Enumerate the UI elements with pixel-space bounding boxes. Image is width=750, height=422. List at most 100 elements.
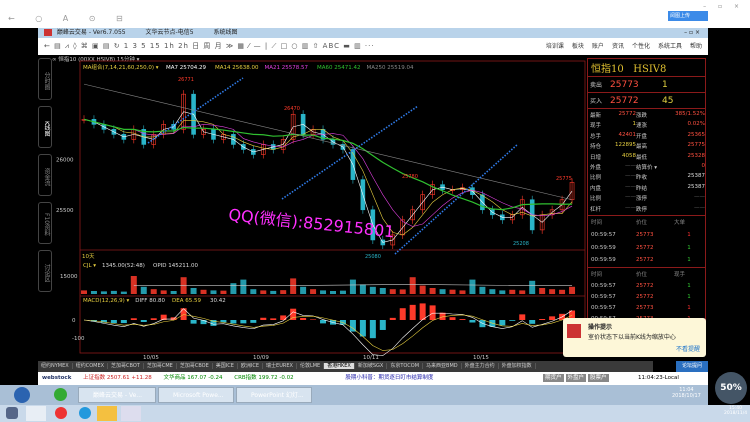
volume-bar (120, 291, 127, 294)
side-tab-f10[interactable]: F10资料 (38, 202, 52, 244)
opid-value: OPID 145211.00 (153, 263, 198, 269)
tip-ticker[interactable]: 股期小科普：期货逐日盯市结算制度 (345, 375, 434, 381)
macd-bar (160, 314, 167, 320)
menu-personalize[interactable]: 个性化 (631, 43, 650, 50)
taskbar-item[interactable]: 巅峰云交易 - Ve... (78, 387, 156, 403)
browser-window-controls[interactable]: – ▫ × (703, 3, 744, 10)
exchange-tab[interactable]: 美国ICE (212, 363, 238, 369)
tick-time: 00:59:57 (591, 232, 616, 239)
tick-time: 00:59:57 (591, 304, 616, 311)
volume-bar (519, 290, 526, 294)
price-label: 25775 (556, 176, 572, 182)
tick-qty: 1 (687, 232, 691, 239)
macd-legend[interactable]: MACD(12,26,9) ▾ (83, 298, 130, 304)
drawing-tools[interactable]: ← ▤ ⩘ ◊ ⌘ ▣ ▤ ↻ 1 3 5 15 1h 2h 日 周 月 ≫ ▦… (44, 42, 375, 50)
dismiss-link[interactable]: 不看提醒 (675, 346, 700, 353)
volume-value: 1345.00(52:48) (102, 263, 145, 269)
bid-row[interactable]: 买入 25772 45 (588, 93, 705, 109)
exchange-tab[interactable]: 东京TOCOM (387, 363, 424, 369)
clock-date: 2018/11/4 (724, 411, 748, 416)
side-tab-forum[interactable]: 讨论区 (38, 250, 52, 292)
side-tab-minute[interactable]: 分时图 (38, 58, 52, 100)
kline-chart[interactable]: MA组合(7,14,21,60,250,0) ▾ MA7 25704.29 MA… (38, 28, 587, 361)
exchange-tab[interactable]: 欧洲ICE (237, 363, 264, 369)
battery-widget[interactable]: 50% (715, 372, 747, 404)
menu-system-tools[interactable]: 系统工具 (657, 43, 682, 50)
exchange-tab[interactable]: 芝加哥CME (143, 363, 177, 369)
volume-bar (339, 290, 346, 294)
taskbar-item[interactable]: Microsoft Powe... (158, 387, 234, 403)
main-menu: 培训课 板块 账户 资讯 个性化 系统工具 帮助 (538, 38, 702, 55)
exchange-tab[interactable]: 香港HKEX (324, 363, 355, 369)
menu-help[interactable]: 帮助 (689, 43, 702, 50)
ma-legend[interactable]: MA组合(7,14,21,60,250,0) ▾ (83, 63, 159, 71)
account-button[interactable]: 期货户 (543, 374, 564, 382)
volume-bar (170, 291, 177, 294)
exchange-tab[interactable]: 马来西亚BMD (423, 363, 462, 369)
macd-bar (310, 319, 317, 320)
app-title: 巅峰云交易 - Ver6.7.055 (56, 29, 126, 36)
menu-sector[interactable]: 板块 (571, 43, 584, 50)
window-controls[interactable]: – ▫ × (684, 29, 700, 36)
macd-tick-label: 0 (72, 318, 76, 324)
menu-account[interactable]: 账户 (591, 43, 604, 50)
popup-title: 操作提示 (588, 324, 613, 331)
exchange-tab[interactable]: 新加坡SGX (354, 363, 388, 369)
exchange-tab[interactable]: 芝加哥CBOE (176, 363, 213, 369)
volume-bar (349, 279, 356, 294)
mode-label: 系统线图 (213, 29, 238, 36)
exchange-tab[interactable]: 外盘主力合约 (461, 363, 499, 369)
side-tab-kline[interactable]: K线图 (38, 106, 52, 148)
quote-value: —— (625, 183, 636, 190)
macd-bar (320, 320, 327, 324)
taskbar-item[interactable]: PowerPoint 幻灯... (236, 387, 312, 403)
wechat-icon[interactable] (97, 406, 117, 421)
exchange-tab[interactable]: 伦敦LME (296, 363, 325, 369)
menu-training[interactable]: 培训课 (545, 43, 564, 50)
quote-label[interactable]: 结算价 ▾ (636, 164, 658, 171)
macd-bar (399, 308, 406, 320)
netease-icon[interactable] (55, 407, 67, 419)
baidu-icon[interactable] (26, 406, 46, 421)
x-tick-label: 10/09 (253, 355, 269, 361)
upload-button[interactable]: 阅图上传 (668, 11, 708, 21)
macd-bar (130, 318, 137, 320)
exchange-tab[interactable]: 瑞士EUREX (263, 363, 297, 369)
browser-nav-buttons[interactable]: ← ○ A ⊙ ⊟ (8, 14, 132, 23)
macd-tick-label: -100 (72, 336, 85, 342)
exchange-tab[interactable]: 外盘加权指数 (498, 363, 536, 369)
folder-icon[interactable] (121, 406, 141, 421)
quote-label: 涨跌 (636, 113, 648, 119)
account-button[interactable]: 外盘户 (565, 374, 587, 382)
volume-bar (539, 288, 546, 294)
browser-icon[interactable] (79, 407, 91, 419)
exchange-tab[interactable]: 纽约COMEX (72, 363, 109, 369)
quote-value: 1 (632, 121, 637, 128)
volume-legend[interactable]: CJL ▾ (83, 263, 96, 269)
wh-index-value: 167.07 -0.24 (187, 375, 223, 381)
tick-price: 25772 (636, 244, 654, 251)
app-logo-icon (567, 324, 581, 338)
tick-qty: 1 (687, 282, 691, 289)
price-label: 26470 (284, 106, 300, 112)
shield-icon[interactable] (6, 407, 18, 419)
exchange-tab[interactable]: 纽约NYMEX (38, 363, 73, 369)
menu-news[interactable]: 资讯 (611, 43, 624, 50)
trend-arrow (281, 105, 419, 200)
ask-row[interactable]: 卖出 25773 1 (588, 77, 705, 93)
account-button[interactable]: 股票户 (588, 374, 609, 382)
app-icon[interactable] (54, 388, 67, 401)
macd-bar (190, 320, 197, 324)
macd-bar (280, 315, 287, 320)
volume-bar (220, 290, 227, 294)
start-button[interactable] (14, 387, 30, 403)
symbol-bar[interactable]: ∞ 恒指10 (00XX HSIV8) 15分钟 ▾ (52, 57, 140, 63)
forum-button[interactable]: 论坛提问 (675, 361, 708, 372)
ask-label: 卖出 (590, 82, 603, 89)
trend-arrow (394, 143, 519, 255)
side-tab-fund-flow[interactable]: 资金流 (38, 154, 52, 196)
exchange-tab[interactable]: 芝加哥CBOT (108, 363, 144, 369)
dea-value: DEA 65.59 (172, 298, 201, 304)
volume-bar (389, 289, 396, 294)
volume-bar (200, 289, 207, 294)
